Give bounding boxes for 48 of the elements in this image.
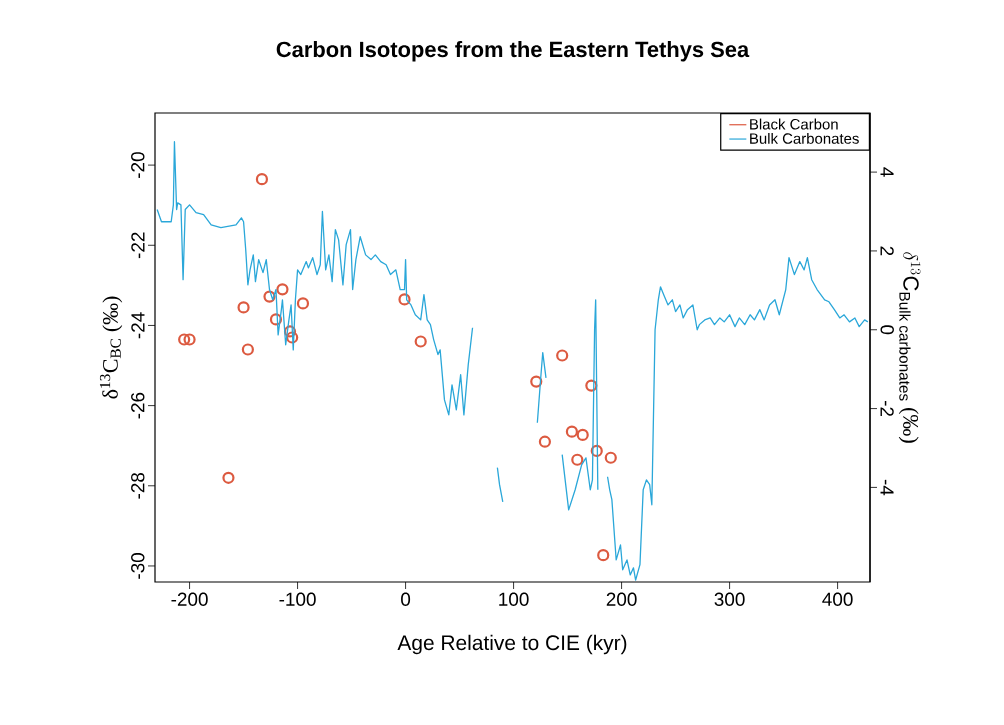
y2-tick-label: -2 <box>880 401 894 417</box>
x-tick-label: -100 <box>279 592 316 606</box>
y2-axis-title: $\delta^{13}\mathrm{C}_{\mathrm{Bulk\;carbonates}}\ \mbox{(‰)}$ <box>898 252 921 443</box>
point <box>296 297 310 310</box>
point <box>556 349 569 362</box>
legend-label: Bulk Carbonates <box>750 132 859 144</box>
point <box>597 549 610 562</box>
x-tick-label: 300 <box>714 592 745 606</box>
point <box>590 444 603 458</box>
point <box>276 283 289 296</box>
point <box>241 343 254 356</box>
x-tick-label: 100 <box>499 592 529 606</box>
point <box>237 301 250 314</box>
x-tick-label: 400 <box>822 592 853 606</box>
y-tick-label: -30 <box>131 553 145 579</box>
y2-tick-label: -4 <box>880 479 894 496</box>
point <box>178 333 191 346</box>
y-tick-label: -26 <box>131 392 145 419</box>
point <box>183 333 196 346</box>
legend-label: Black Carbon <box>750 118 838 130</box>
y-tick-label: -20 <box>131 152 145 178</box>
point <box>414 335 427 348</box>
x-axis-title: Age Relative to CIE (kyr) <box>397 634 627 655</box>
point <box>604 451 617 464</box>
y-tick-label: -28 <box>131 472 145 499</box>
y2-tick-label: 2 <box>880 246 894 256</box>
point <box>538 435 552 448</box>
chart-title: Carbon Isotopes from the Eastern Tethys Sea <box>276 41 750 62</box>
point <box>283 325 297 338</box>
y-tick-label: -24 <box>131 312 145 339</box>
y-tick-label: -22 <box>131 232 145 259</box>
point <box>263 290 276 303</box>
y-axis-title: δ$^{13}$C$_{BC}$ (‰) <box>99 296 123 399</box>
point <box>565 425 579 438</box>
y2-tick-label: 0 <box>880 325 894 335</box>
point <box>576 428 589 441</box>
x-tick-label: -200 <box>171 592 208 606</box>
point <box>222 471 235 484</box>
point <box>286 331 299 344</box>
x-tick-label: 0 <box>401 592 411 606</box>
point <box>398 293 411 306</box>
y2-tick-label: 4 <box>880 167 894 177</box>
point <box>530 375 543 388</box>
point <box>255 173 269 186</box>
point <box>585 379 598 392</box>
x-tick-label: 200 <box>606 592 637 606</box>
point <box>571 453 584 466</box>
point <box>269 313 283 326</box>
